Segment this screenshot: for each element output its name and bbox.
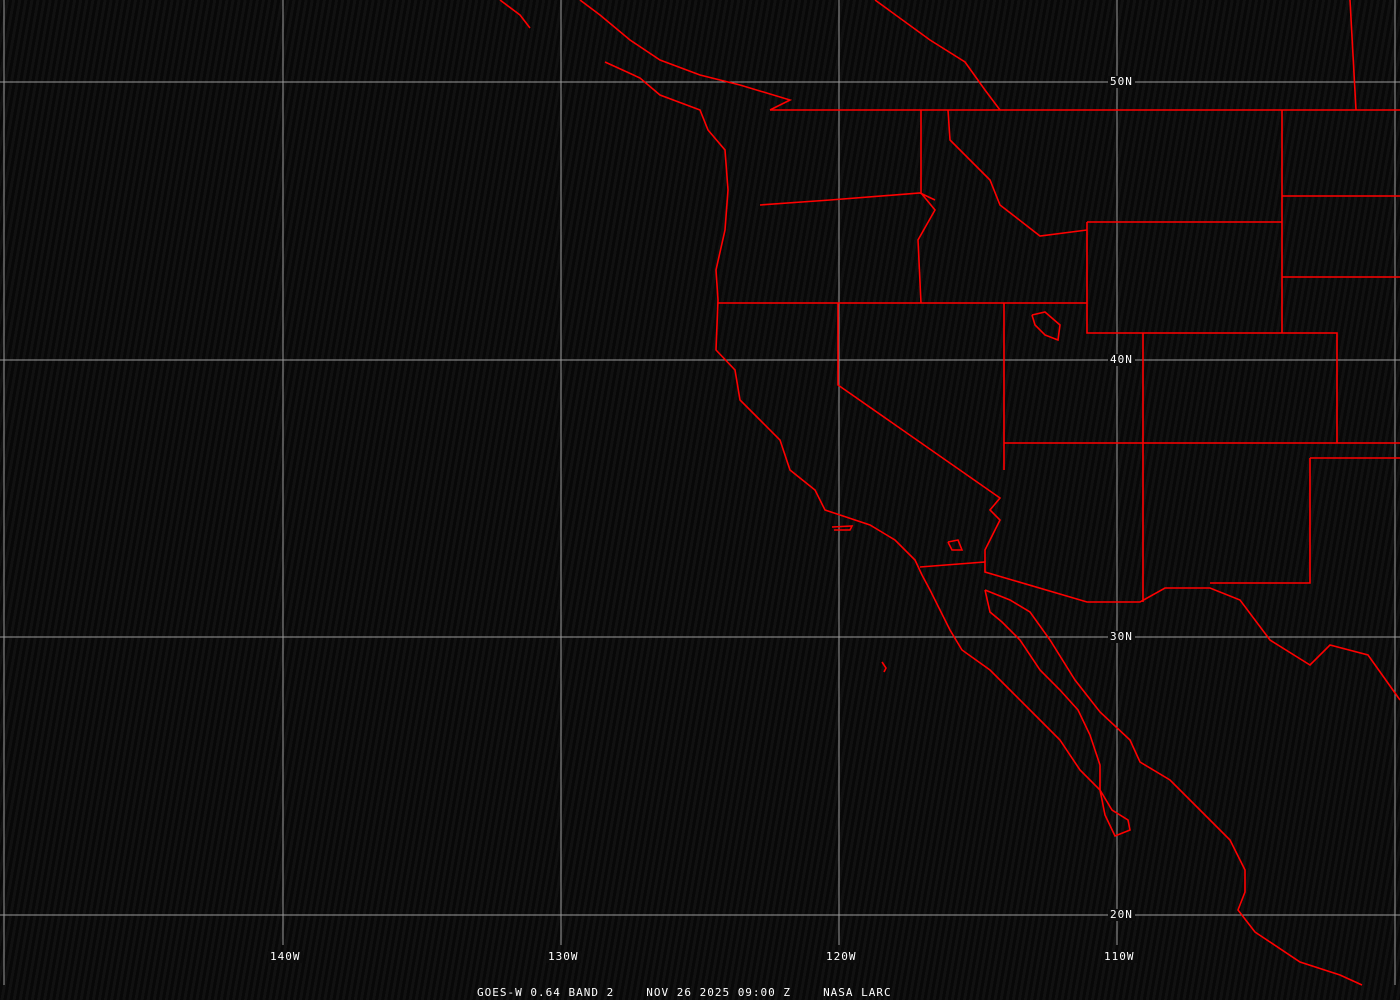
- great-salt-lake: [1031, 311, 1061, 342]
- lon-label-130w: 130W: [546, 950, 581, 963]
- lon-label-140w: 140W: [268, 950, 303, 963]
- lat-label-50n: 50N: [1108, 75, 1135, 88]
- image-caption: GOES-W 0.64 BAND 2 NOV 26 2025 09:00 Z NAS…: [477, 986, 924, 999]
- canada-coast: [874, 0, 1001, 111]
- id-west-border: [917, 110, 936, 304]
- lat-label-40n: 40N: [1108, 353, 1135, 366]
- boundaries: [499, 0, 1400, 986]
- vancouver-island: [499, 0, 531, 29]
- salton-sea: [947, 539, 964, 551]
- baja-gulf-coast: [984, 589, 1101, 790]
- lat-label-20n: 20N: [1108, 908, 1135, 921]
- lon-label-110w: 110W: [1102, 950, 1137, 963]
- canada-province-border: [1349, 0, 1357, 111]
- ut-wy-border: [1086, 222, 1338, 443]
- wa-or-border: [759, 192, 936, 206]
- id-mt-border: [947, 109, 1088, 237]
- caption-datetime: NOV 26 2025 09:00 Z: [646, 986, 792, 999]
- mexico-gulf-coast: [984, 589, 1363, 986]
- lon-label-120w: 120W: [824, 950, 859, 963]
- guadalupe-island: [881, 661, 887, 673]
- us-mexico-border: [919, 561, 1400, 701]
- lat-label-30n: 30N: [1108, 630, 1135, 643]
- pacific-coastline: [604, 61, 1131, 838]
- channel-islands: [831, 525, 854, 531]
- caption-band: GOES-W 0.64 BAND 2: [477, 986, 615, 999]
- caption-source: NASA LARC: [823, 986, 892, 999]
- ca-nv-border: [837, 303, 1002, 562]
- bc-coast: [579, 0, 793, 111]
- nm-tx-border: [1210, 458, 1311, 584]
